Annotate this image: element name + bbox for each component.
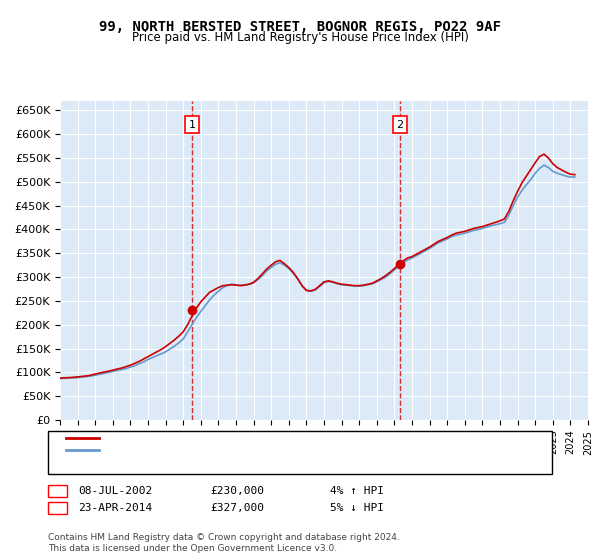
- Text: 2: 2: [396, 120, 403, 129]
- Text: £327,000: £327,000: [210, 503, 264, 513]
- Text: 4% ↑ HPI: 4% ↑ HPI: [330, 486, 384, 496]
- Text: 2: 2: [54, 503, 61, 513]
- Text: £230,000: £230,000: [210, 486, 264, 496]
- Text: 5% ↓ HPI: 5% ↓ HPI: [330, 503, 384, 513]
- Text: HPI: Average price, detached house, Arun: HPI: Average price, detached house, Arun: [102, 445, 306, 455]
- Text: 99, NORTH BERSTED STREET, BOGNOR REGIS, PO22 9AF (detached house): 99, NORTH BERSTED STREET, BOGNOR REGIS, …: [102, 433, 469, 443]
- Text: 99, NORTH BERSTED STREET, BOGNOR REGIS, PO22 9AF: 99, NORTH BERSTED STREET, BOGNOR REGIS, …: [99, 20, 501, 34]
- Text: 1: 1: [188, 120, 196, 129]
- Text: Price paid vs. HM Land Registry's House Price Index (HPI): Price paid vs. HM Land Registry's House …: [131, 31, 469, 44]
- Text: 23-APR-2014: 23-APR-2014: [78, 503, 152, 513]
- Text: 08-JUL-2002: 08-JUL-2002: [78, 486, 152, 496]
- Text: Contains HM Land Registry data © Crown copyright and database right 2024.
This d: Contains HM Land Registry data © Crown c…: [48, 533, 400, 553]
- Text: 1: 1: [54, 486, 61, 496]
